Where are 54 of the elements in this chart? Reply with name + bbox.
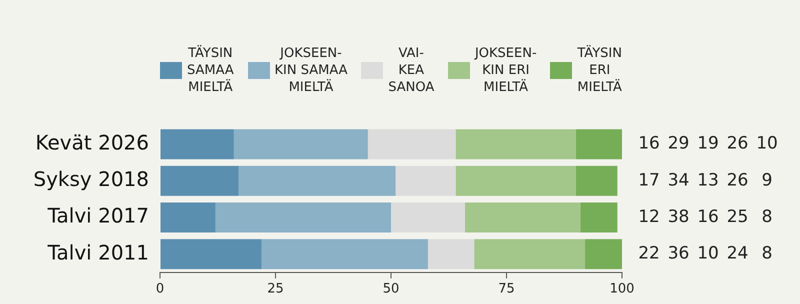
data-label: 38 xyxy=(668,206,690,227)
data-label: 19 xyxy=(697,134,719,154)
bar xyxy=(585,239,622,270)
bar xyxy=(396,166,456,196)
data-label: 36 xyxy=(668,244,690,264)
x-tick-label: 50 xyxy=(382,282,400,297)
y-tick-label: Syksy 2018 xyxy=(33,167,149,192)
data-label: 16 xyxy=(638,134,660,154)
data-label: 8 xyxy=(762,206,772,227)
bar xyxy=(474,239,586,270)
bar xyxy=(428,239,474,270)
bar xyxy=(391,202,465,233)
data-label: 25 xyxy=(726,206,748,227)
data-label: 8 xyxy=(762,244,772,264)
bar xyxy=(262,239,428,270)
data-label: 24 xyxy=(726,244,748,264)
bar xyxy=(160,239,262,270)
bar xyxy=(238,166,396,196)
data-label: 26 xyxy=(726,170,748,190)
bar xyxy=(580,202,618,233)
y-tick-label: Kevät 2026 xyxy=(35,130,149,155)
legend-label: TÄYSIN ERI MIELTÄ xyxy=(577,45,622,96)
bar xyxy=(215,202,391,233)
data-label: 16 xyxy=(697,206,719,227)
legend-label: JOKSEEN- KIN ERI MIELTÄ xyxy=(474,45,537,96)
data-label: 22 xyxy=(638,244,660,264)
data-label: 34 xyxy=(668,170,690,190)
data-label: 17 xyxy=(638,170,660,190)
data-label: 26 xyxy=(726,134,748,154)
legend-label: JOKSEEN- KIN SAMAA MIELTÄ xyxy=(274,45,348,96)
y-tick-label: Talvi 2017 xyxy=(46,204,149,228)
bar xyxy=(576,166,618,196)
bar xyxy=(160,202,216,233)
x-tick-label: 75 xyxy=(498,282,515,297)
bar xyxy=(456,166,576,196)
bar xyxy=(368,129,456,160)
x-tick-label: 0 xyxy=(156,282,164,297)
y-tick-label: Talvi 2011 xyxy=(46,240,149,264)
data-label: 10 xyxy=(756,134,778,154)
bar xyxy=(160,129,234,160)
data-label: 12 xyxy=(638,206,660,227)
text: VAI- KEA SANOA xyxy=(388,45,434,96)
bar xyxy=(576,129,622,160)
data-label: 10 xyxy=(697,244,719,264)
bar xyxy=(234,129,368,160)
x-tick-label: 100 xyxy=(610,282,634,297)
data-label: 13 xyxy=(697,170,719,190)
bar xyxy=(464,202,580,233)
legend-label: TÄYSIN SAMAA MIELTÄ xyxy=(187,45,234,96)
data-label: 9 xyxy=(762,170,772,190)
x-tick-label: 25 xyxy=(267,282,284,297)
bar xyxy=(456,129,576,160)
data-label: 29 xyxy=(668,134,690,154)
bar xyxy=(160,166,239,196)
